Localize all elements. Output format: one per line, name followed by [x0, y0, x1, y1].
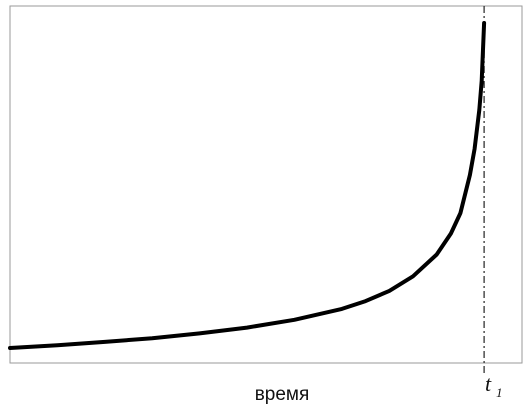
t1-label: t — [485, 371, 492, 396]
t1-subscript: 1 — [496, 385, 503, 400]
x-axis-label: время — [255, 384, 310, 405]
data-points — [10, 23, 484, 348]
plot-frame — [9, 5, 523, 364]
series-line — [8, 21, 487, 350]
